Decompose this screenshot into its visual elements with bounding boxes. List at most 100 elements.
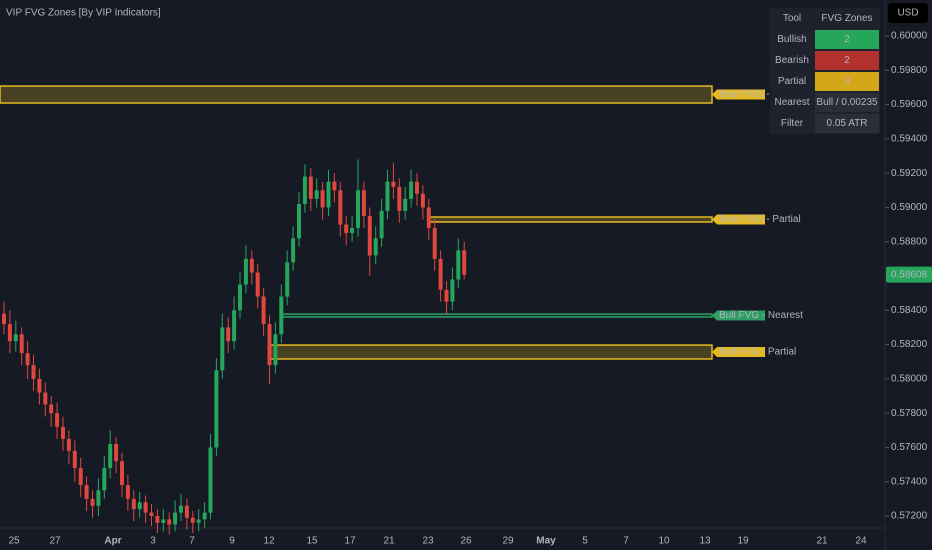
candle-body <box>214 370 219 448</box>
candle-body <box>391 181 396 187</box>
candle-body <box>232 310 237 342</box>
candle-body <box>190 517 195 523</box>
y-tick-label: 0.57200 <box>891 511 928 522</box>
x-tick-label: 29 <box>502 536 514 547</box>
candle-body <box>72 450 77 468</box>
currency-button[interactable] <box>888 3 928 23</box>
x-tick-label: 21 <box>383 536 395 547</box>
candle-body <box>125 485 130 499</box>
x-tick-label: 10 <box>658 536 670 547</box>
table-value: 2 <box>844 34 850 45</box>
candle-body <box>102 468 107 491</box>
table-label: Filter <box>781 118 804 129</box>
candle-body <box>37 378 42 393</box>
y-tick-label: 0.59400 <box>891 133 928 144</box>
candle-body <box>297 204 301 239</box>
candle-body <box>179 505 183 513</box>
candle-body <box>350 228 355 234</box>
fvg-zone <box>268 344 713 360</box>
candle-body <box>2 313 6 324</box>
candle-body <box>267 324 272 366</box>
x-tick-label: 23 <box>422 536 434 547</box>
zone-label: Bear FVG - Partial <box>719 214 801 225</box>
candle-body <box>338 190 343 225</box>
candle-body <box>120 461 124 486</box>
y-tick-label: 0.58400 <box>891 305 928 316</box>
candle-body <box>291 238 296 263</box>
candle-body <box>90 498 95 506</box>
candle-body <box>255 272 260 297</box>
candle-body <box>397 186 402 211</box>
candle-body <box>314 190 319 199</box>
y-tick-label: 0.57600 <box>891 442 928 453</box>
candle-body <box>279 296 284 335</box>
candle-body <box>202 512 207 520</box>
table-header: Tool <box>783 13 801 24</box>
last-price-badge <box>886 266 932 283</box>
table-label: Nearest <box>774 97 809 108</box>
candle-body <box>243 258 248 285</box>
x-tick-label: 7 <box>189 536 195 547</box>
y-tick-label: 0.58800 <box>891 236 928 247</box>
candle-body <box>43 392 48 405</box>
candle-body <box>84 485 89 499</box>
candle-body <box>155 516 160 523</box>
candle-body <box>114 444 119 462</box>
candle-body <box>49 404 54 414</box>
candle-body <box>462 250 467 275</box>
table-value: 0.05 ATR <box>827 118 868 129</box>
candle-body <box>420 193 425 208</box>
candle-body <box>285 262 290 297</box>
y-tick-label: 0.59800 <box>891 65 928 76</box>
zone-label-badge <box>712 214 765 225</box>
candle-body <box>326 181 331 208</box>
table-header: FVG Zones <box>821 13 872 24</box>
x-tick-label: 27 <box>49 536 61 547</box>
candle-body <box>238 284 242 311</box>
x-tick-label: Apr <box>104 536 121 547</box>
zone-label: Bear FVG - Partial <box>719 89 801 100</box>
x-tick-label: 9 <box>229 536 235 547</box>
zone-label: Bull FVG - Partial <box>719 347 796 358</box>
candle-body <box>426 207 431 228</box>
fvg-zone <box>428 216 713 223</box>
fvg-zone <box>280 313 713 318</box>
last-price: 0.58608 <box>891 269 928 280</box>
candle-body <box>31 365 36 379</box>
candle-body <box>131 498 136 510</box>
table-value: Bull / 0.00235 <box>816 97 878 108</box>
candle-body <box>438 258 443 290</box>
currency[interactable]: USD <box>897 8 918 19</box>
candle-body <box>385 181 390 211</box>
y-tick-label: 0.60000 <box>891 31 928 42</box>
x-tick-label: 21 <box>816 536 828 547</box>
y-tick-label: 0.59600 <box>891 99 928 110</box>
table-cell <box>815 72 879 91</box>
candle-body <box>25 353 30 366</box>
candle-body <box>220 327 225 371</box>
y-tick-label: 0.59000 <box>891 202 928 213</box>
candle-body <box>320 190 325 208</box>
candle-body <box>226 327 231 342</box>
candle-body <box>261 296 266 324</box>
x-tick-label: 25 <box>8 536 20 547</box>
table-cell <box>815 30 879 49</box>
candle-body <box>444 289 449 302</box>
table-cell <box>815 51 879 70</box>
candle-body <box>415 181 419 194</box>
candle-body <box>432 228 437 259</box>
candle-body <box>184 505 189 518</box>
y-tick-label: 0.59200 <box>891 168 928 179</box>
candle-body <box>332 181 337 191</box>
candle-body <box>373 238 378 256</box>
candle-body <box>249 258 254 273</box>
y-tick-label: 0.58200 <box>891 339 928 350</box>
candle-body <box>273 334 278 366</box>
table-background <box>770 8 880 134</box>
candle-body <box>137 502 142 510</box>
x-tick-label: 15 <box>306 536 318 547</box>
zone-label-badge <box>712 89 765 100</box>
candle-body <box>361 190 366 216</box>
